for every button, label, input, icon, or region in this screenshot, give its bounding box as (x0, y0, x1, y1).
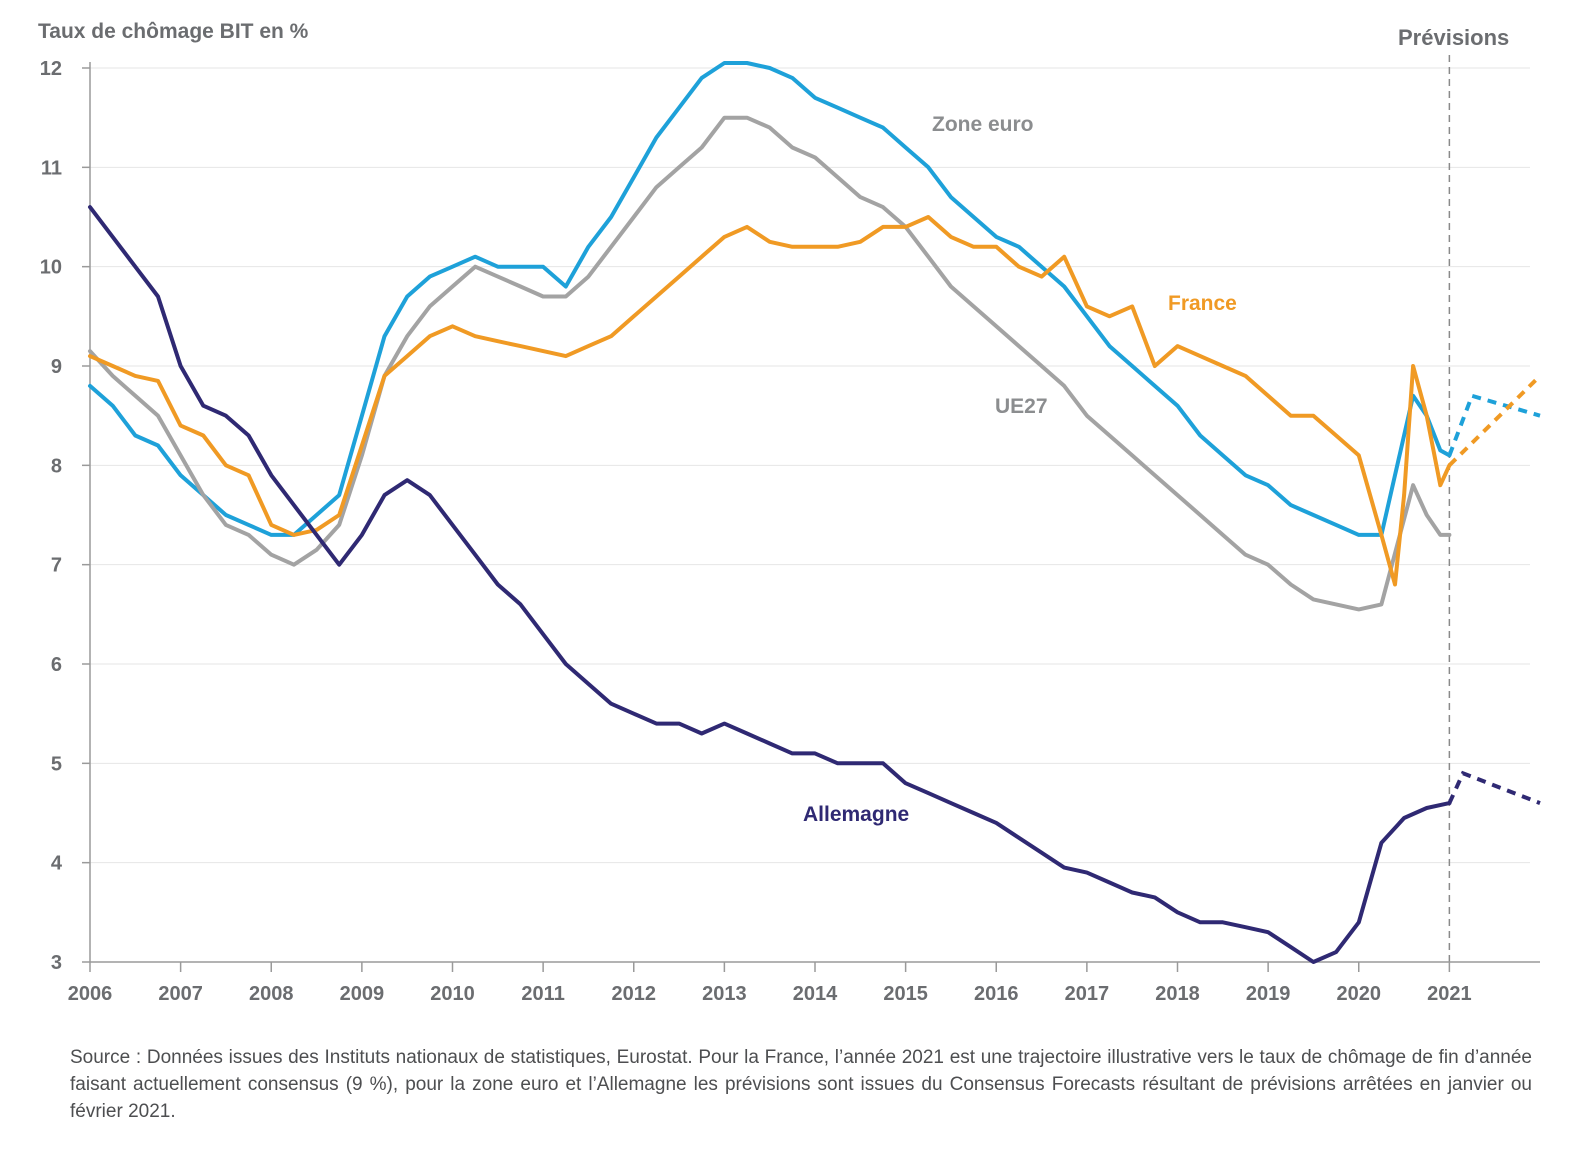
series-lines (88, 61, 1542, 964)
x-tick-label: 2012 (612, 983, 657, 1005)
y-tick-label: 8 (51, 455, 62, 477)
x-tick-label: 2016 (974, 983, 1019, 1005)
x-tick-label: 2017 (1065, 983, 1110, 1005)
x-tick-label: 2009 (340, 983, 385, 1005)
x-tick-label: 2021 (1427, 983, 1472, 1005)
series-line-zone-euro (88, 61, 1452, 537)
label-zone-euro: Zone euro (932, 113, 1034, 136)
gridlines (90, 55, 1530, 962)
x-tick-label: 2013 (702, 983, 747, 1005)
x-tick-label: 2015 (883, 983, 928, 1005)
label-france: France (1168, 292, 1237, 315)
x-tick-label: 2010 (430, 983, 475, 1005)
y-axis-title: Taux de chômage BIT en % (38, 20, 309, 43)
series-line-ue27 (88, 115, 1452, 612)
forecast-label: Prévisions (1398, 25, 1509, 50)
y-tick-label: 7 (51, 555, 62, 577)
y-tick-label: 10 (40, 257, 62, 279)
unemployment-line-chart: Taux de chômage BIT en % Prévisions 3 4 5 6… (38, 20, 1542, 1005)
forecast-line-france (1447, 374, 1542, 467)
y-tick-label: 3 (51, 952, 62, 974)
x-tick-label: 2011 (521, 983, 564, 1005)
x-tick-label: 2020 (1337, 983, 1382, 1005)
x-tick-label: 2006 (68, 983, 113, 1005)
label-allemagne: Allemagne (803, 803, 909, 826)
y-tick-label: 5 (51, 753, 62, 775)
x-tick-label: 2007 (158, 983, 203, 1005)
series-line-allemagne (88, 205, 1452, 964)
axes: 3 4 5 6 7 8 9 10 11 12 2006 2007 2008 2009 2010 2011 201… (40, 58, 1540, 1005)
forecast-line-allemagne (1447, 770, 1541, 805)
y-tick-label: 4 (51, 853, 63, 875)
x-tick-label: 2008 (249, 983, 294, 1005)
y-tick-label: 6 (51, 654, 62, 676)
series-line-france (88, 215, 1452, 587)
y-tick-label: 9 (51, 356, 62, 378)
y-tick-label: 11 (41, 157, 62, 179)
source-note: Source : Données issues des Instituts na… (70, 1047, 1532, 1122)
label-ue27: UE27 (995, 395, 1048, 418)
x-tick-label: 2018 (1155, 983, 1200, 1005)
forecast-line-zone-euro (1447, 393, 1541, 457)
x-tick-label: 2014 (793, 983, 838, 1005)
y-tick-label: 12 (40, 58, 62, 80)
x-tick-label: 2019 (1246, 983, 1291, 1005)
